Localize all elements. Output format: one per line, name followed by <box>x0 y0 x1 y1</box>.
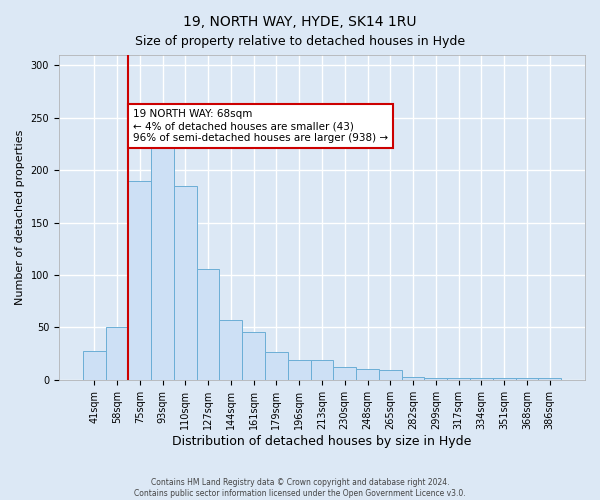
Text: Contains HM Land Registry data © Crown copyright and database right 2024.
Contai: Contains HM Land Registry data © Crown c… <box>134 478 466 498</box>
Bar <box>424 378 447 380</box>
Bar <box>288 360 311 380</box>
Text: Size of property relative to detached houses in Hyde: Size of property relative to detached ho… <box>135 35 465 48</box>
X-axis label: Distribution of detached houses by size in Hyde: Distribution of detached houses by size … <box>172 434 472 448</box>
Bar <box>470 378 493 380</box>
Bar <box>515 378 538 380</box>
Bar <box>128 180 151 380</box>
Bar <box>401 376 424 380</box>
Bar <box>493 378 515 380</box>
Text: 19, NORTH WAY, HYDE, SK14 1RU: 19, NORTH WAY, HYDE, SK14 1RU <box>183 15 417 29</box>
Bar <box>106 328 128 380</box>
Bar <box>220 320 242 380</box>
Bar <box>151 125 174 380</box>
Bar <box>379 370 401 380</box>
Bar <box>265 352 288 380</box>
Bar <box>197 269 220 380</box>
Bar <box>356 370 379 380</box>
Bar <box>311 360 334 380</box>
Bar <box>83 350 106 380</box>
Bar <box>242 332 265 380</box>
Y-axis label: Number of detached properties: Number of detached properties <box>15 130 25 305</box>
Bar <box>174 186 197 380</box>
Text: 19 NORTH WAY: 68sqm
← 4% of detached houses are smaller (43)
96% of semi-detache: 19 NORTH WAY: 68sqm ← 4% of detached hou… <box>133 110 388 142</box>
Bar <box>538 378 561 380</box>
Bar <box>447 378 470 380</box>
Bar <box>334 368 356 380</box>
